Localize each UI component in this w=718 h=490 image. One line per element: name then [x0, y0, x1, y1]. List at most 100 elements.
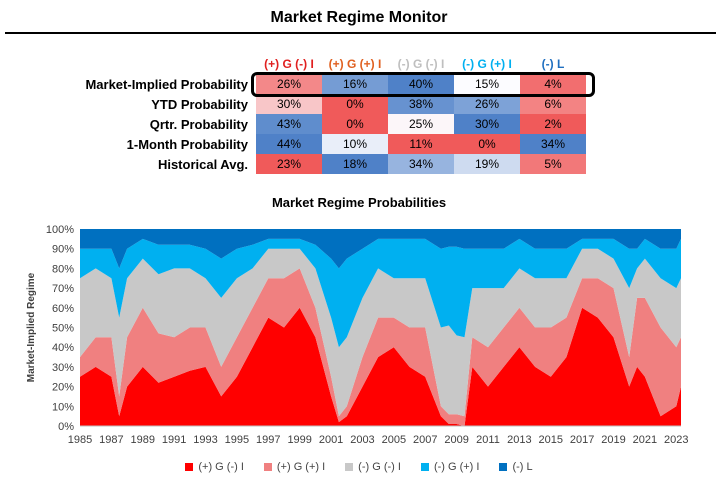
y-tick-label: 100% [46, 224, 74, 236]
legend-swatch [420, 463, 429, 471]
x-tick-label: 2001 [319, 434, 343, 446]
y-axis-label: Market-Implied Regime [26, 272, 37, 382]
table-cell: 40% [388, 74, 454, 94]
table-cell: 4% [520, 74, 586, 94]
table-cell: 34% [388, 154, 454, 174]
table-cell: 23% [256, 154, 322, 174]
y-tick-label: 90% [52, 244, 74, 256]
table-cell: 30% [256, 94, 322, 114]
x-tick-label: 2023 [664, 434, 688, 446]
table-header-row: (+) G (-) I (+) G (+) I (-) G (-) I (-) … [74, 54, 586, 74]
x-tick-label: 1995 [225, 434, 249, 446]
table-cell: 2% [520, 114, 586, 134]
x-tick-label: 1999 [287, 434, 311, 446]
column-header: (-) G (+) I [462, 57, 512, 71]
area-series-0 [80, 307, 681, 426]
row-label: 1-Month Probability [126, 136, 248, 152]
table-cell: 10% [322, 134, 388, 154]
x-tick-label: 2015 [539, 434, 563, 446]
y-tick-label: 20% [52, 382, 74, 394]
area-series-2 [80, 248, 681, 417]
table-cell: 6% [520, 94, 586, 114]
row-label: Market-Implied Probability [85, 76, 248, 92]
row-label: YTD Probability [151, 96, 248, 112]
table-cell: 15% [454, 74, 520, 94]
x-tick-label: 2005 [382, 434, 406, 446]
title-divider [5, 32, 716, 34]
table-cell: 43% [256, 114, 322, 134]
row-label: Historical Avg. [157, 156, 248, 172]
table-cell: 34% [520, 134, 586, 154]
legend-item: (-) G (-) I [345, 461, 401, 473]
table-cell: 19% [454, 154, 520, 174]
table-cell: 44% [256, 134, 322, 154]
table-row: YTD Probability 30% 0% 38% 26% 6% [74, 94, 586, 114]
chart-title: Market Regime Probabilities [271, 195, 447, 210]
table-cell: 16% [322, 74, 388, 94]
legend-label: (-) G (+) I [433, 461, 480, 473]
table-cell: 5% [520, 154, 586, 174]
table-cell: 0% [454, 134, 520, 154]
legend-swatch [345, 463, 354, 471]
table-cell: 0% [322, 114, 388, 134]
legend-swatch [185, 463, 194, 471]
y-tick-label: 70% [52, 283, 74, 295]
y-tick-label: 40% [52, 342, 74, 354]
table-cell: 25% [388, 114, 454, 134]
legend-swatch [263, 463, 272, 471]
legend-label: (+) G (+) I [276, 461, 326, 473]
column-header: (+) G (-) I [264, 57, 314, 71]
legend-item: (-) L [499, 461, 533, 473]
y-axis: 0% 10% 20% 30% 40% 50% 60% 70% 80% 90% 100% [46, 224, 74, 433]
column-header: (-) G (-) I [397, 57, 445, 71]
y-tick-label: 10% [52, 401, 74, 413]
area-series-4 [80, 229, 681, 269]
column-header: (-) L [541, 57, 565, 71]
table-cell: 0% [322, 94, 388, 114]
table-row: Market-Implied Probability 26% 16% 40% 1… [74, 74, 586, 94]
row-label: Qrtr. Probability [149, 116, 248, 132]
x-tick-label: 2017 [570, 434, 594, 446]
regime-probability-chart: 0%10%20%30%40%50%60%70%80%90%100% 1985 19… [26, 224, 689, 446]
x-tick-label: 2013 [507, 434, 531, 446]
area-series-1 [80, 268, 681, 426]
area-layers [80, 229, 681, 426]
x-tick-label: 2007 [413, 434, 437, 446]
y-tick-label: 80% [52, 263, 74, 275]
area-series-3 [80, 238, 681, 348]
y-tick-label: 30% [52, 362, 74, 374]
table-corner [74, 54, 256, 74]
x-tick-label: 1987 [99, 434, 123, 446]
y-tick-label: 50% [52, 323, 74, 335]
legend-label: (-) G (-) I [358, 461, 401, 473]
legend-item: (-) G (+) I [420, 461, 480, 473]
page-title: Market Regime Monitor [270, 9, 448, 26]
legend-label: (+) G (-) I [198, 461, 244, 473]
x-tick-label: 1993 [193, 434, 217, 446]
table-cell: 30% [454, 114, 520, 134]
probability-table: (+) G (-) I (+) G (+) I (-) G (-) I (-) … [74, 54, 586, 174]
column-header: (+) G (+) I [328, 57, 382, 71]
x-tick-label: 2021 [633, 434, 657, 446]
table-cell: 26% [256, 74, 322, 94]
x-tick-label: 1997 [256, 434, 280, 446]
x-tick-label: 1991 [162, 434, 186, 446]
chart-legend: (+) G (-) I (+) G (+) I (-) G (-) I (-) G (… [0, 461, 718, 473]
table-cell: 11% [388, 134, 454, 154]
x-tick-label: 2019 [601, 434, 625, 446]
table-cell: 26% [454, 94, 520, 114]
table-cell: 18% [322, 154, 388, 174]
table-row: 1-Month Probability 44% 10% 11% 0% 34% [74, 134, 586, 154]
table-cell: 38% [388, 94, 454, 114]
y-tick-label: 0% [58, 421, 74, 433]
x-tick-label: 2011 [476, 434, 500, 446]
legend-item: (+) G (-) I [185, 461, 244, 473]
x-tick-label: 2009 [444, 434, 468, 446]
table-row: Qrtr. Probability 43% 0% 25% 30% 2% [74, 114, 586, 134]
legend-swatch [499, 463, 508, 471]
x-axis: 1985 1987 1989 1991 1993 1995 1997 1999 2001 2003… [68, 425, 689, 446]
x-tick-label: 1985 [68, 434, 92, 446]
legend-label: (-) L [512, 461, 533, 473]
x-tick-label: 2003 [350, 434, 374, 446]
table-row: Historical Avg. 23% 18% 34% 19% 5% [74, 154, 586, 174]
